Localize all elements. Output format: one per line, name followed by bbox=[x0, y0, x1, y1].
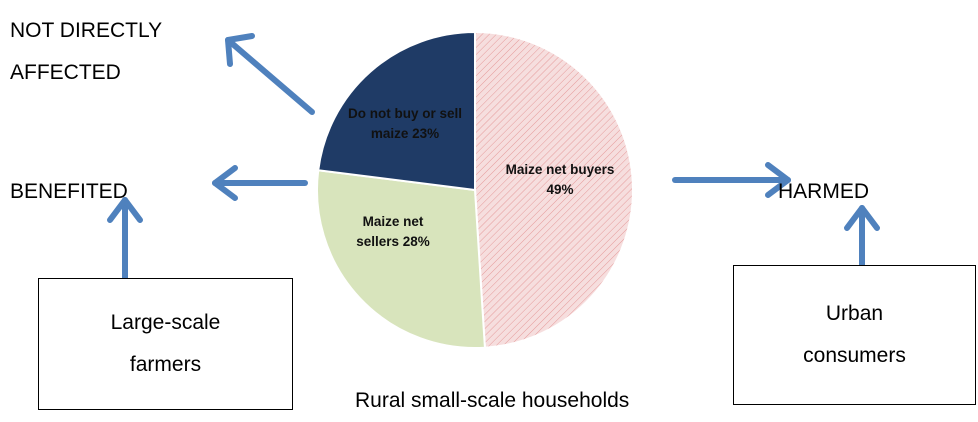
outcome-label: HARMED bbox=[778, 180, 870, 203]
arrows bbox=[107, 33, 880, 281]
arrow bbox=[225, 37, 315, 115]
group-box: Large-scale farmers bbox=[38, 278, 293, 410]
arrow-head bbox=[212, 165, 238, 201]
slice-label: Do not buy or sell maize 23% bbox=[347, 106, 462, 141]
slice-label: Maize net sellers 28% bbox=[356, 214, 430, 249]
arrow-head bbox=[107, 197, 143, 223]
arrow-head bbox=[844, 205, 880, 231]
group-box: Urban consumers bbox=[733, 265, 976, 405]
outcome-label: BENEFITED bbox=[10, 180, 128, 203]
pie-slice bbox=[474, 30, 634, 349]
pie-caption: Rural small-scale households bbox=[355, 389, 630, 412]
outcome-label: NOT DIRECTLY AFFECTED bbox=[10, 19, 162, 84]
pie bbox=[316, 30, 634, 349]
arrow-head bbox=[225, 33, 255, 67]
pie-slice bbox=[316, 169, 486, 349]
slice-label: Maize net buyers 49% bbox=[505, 162, 615, 197]
arrow-head bbox=[765, 162, 791, 198]
pie-slice bbox=[317, 30, 476, 192]
